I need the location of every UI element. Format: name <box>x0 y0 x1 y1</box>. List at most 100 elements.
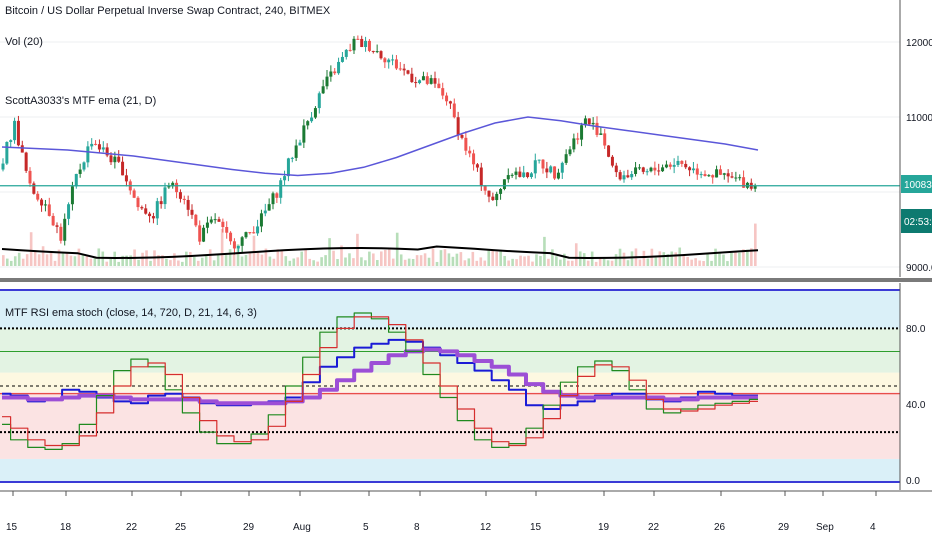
volume-bar <box>368 251 371 266</box>
volume-bar <box>427 257 431 266</box>
volume-bar <box>240 256 244 266</box>
volume-bar <box>348 253 351 266</box>
volume-bar <box>570 260 574 266</box>
volume-bar <box>523 256 526 266</box>
candle-body <box>337 61 341 74</box>
candle-body <box>97 144 101 150</box>
volume-bar <box>169 260 172 266</box>
volume-bar <box>300 251 304 266</box>
volume-bar <box>734 252 737 266</box>
volume-bar <box>33 250 37 266</box>
candle-body <box>202 227 206 242</box>
candle-body <box>360 38 364 48</box>
osc-band <box>0 432 900 459</box>
candle-body <box>483 185 487 191</box>
candle-body <box>379 51 383 59</box>
candle-body <box>591 122 595 125</box>
volume-bar <box>324 255 327 266</box>
volume-bar <box>431 248 435 266</box>
osc-tick-40: 40.0 <box>906 400 926 411</box>
volume-bar <box>344 257 347 266</box>
volume-bar <box>630 251 634 266</box>
candle-body <box>676 160 680 165</box>
countdown-badge-bg <box>901 209 932 233</box>
volume-bar <box>407 258 411 266</box>
countdown-badge: 02:53:29 <box>901 209 932 233</box>
time-axis[interactable]: 15 18 22 25 29 Aug 5 8 12 15 19 22 26 29… <box>6 522 876 533</box>
candle-body <box>726 173 730 177</box>
candle-body <box>113 156 117 163</box>
ema-line <box>1 116 759 177</box>
candle-body <box>433 78 437 84</box>
time-label: 15 <box>6 522 18 533</box>
volume-bar <box>276 249 280 266</box>
volume-bar <box>515 259 518 266</box>
volume-bar <box>173 253 176 266</box>
candle-body <box>286 158 290 177</box>
oscillator-pane[interactable] <box>0 289 900 496</box>
candle-body <box>290 157 294 159</box>
volume-bar <box>264 248 268 266</box>
volume-bar <box>638 259 642 266</box>
volume-bar <box>165 258 168 266</box>
osc-band <box>0 458 900 482</box>
volume-bar <box>280 250 284 266</box>
volume-bar <box>539 255 542 266</box>
candle-body <box>526 172 530 178</box>
volume-bar <box>419 255 423 266</box>
candle-body <box>51 215 55 226</box>
candle-body <box>217 219 221 222</box>
candle-body <box>167 186 171 188</box>
volume-bar <box>642 250 646 266</box>
last-price-badge: 10083.5 <box>901 175 932 193</box>
candle-body <box>47 204 51 216</box>
volume-bar <box>89 258 93 266</box>
volume-bar <box>196 260 200 266</box>
volume-bar <box>81 255 85 266</box>
volume-bar <box>45 254 49 266</box>
volume-bar <box>356 233 359 266</box>
candle-body <box>333 71 337 74</box>
price-pane[interactable] <box>0 35 900 268</box>
volume-bar <box>738 252 741 266</box>
volume-bar <box>161 255 164 266</box>
candle-body <box>680 160 684 164</box>
time-label: Aug <box>293 522 311 533</box>
candle-body <box>391 59 395 61</box>
candle-body <box>649 167 653 172</box>
candle-body <box>9 140 13 142</box>
volume-bar <box>567 260 570 266</box>
candle-body <box>398 68 402 70</box>
candle-body <box>109 155 113 163</box>
volume-bar <box>658 251 662 266</box>
volume-bar <box>495 251 498 266</box>
volume-bar <box>487 250 491 266</box>
volume-indicator-label[interactable]: Vol (20) <box>5 36 43 48</box>
volume-bar <box>598 257 602 266</box>
candle-body <box>425 76 429 84</box>
volume-bar <box>527 255 530 266</box>
candle-body <box>302 125 306 143</box>
candle-body <box>90 143 94 147</box>
candle-body <box>672 164 676 167</box>
volume-bar <box>212 260 216 266</box>
volume-bar <box>531 261 534 266</box>
ema-indicator-label[interactable]: ScottA3033's MTF ema (21, D) <box>5 95 156 107</box>
candle-body <box>711 175 715 178</box>
candle-body <box>479 167 483 186</box>
symbol-title[interactable]: Bitcoin / US Dollar Perpetual Inverse Sw… <box>5 5 331 17</box>
rsi-ema-line <box>2 347 758 406</box>
volume-bar <box>754 223 757 266</box>
volume-bar <box>475 260 479 266</box>
volume-bar <box>654 257 658 266</box>
volume-bar <box>403 259 407 266</box>
candle-body <box>321 86 325 94</box>
oscillator-title[interactable]: MTF RSI ema stoch (close, 14, 720, D, 21… <box>5 307 257 319</box>
time-label: 19 <box>598 522 610 533</box>
candle-body <box>580 125 584 140</box>
osc-band <box>0 351 900 373</box>
candle-body <box>448 101 452 104</box>
volume-bar <box>483 260 487 266</box>
volume-bar <box>129 255 132 266</box>
